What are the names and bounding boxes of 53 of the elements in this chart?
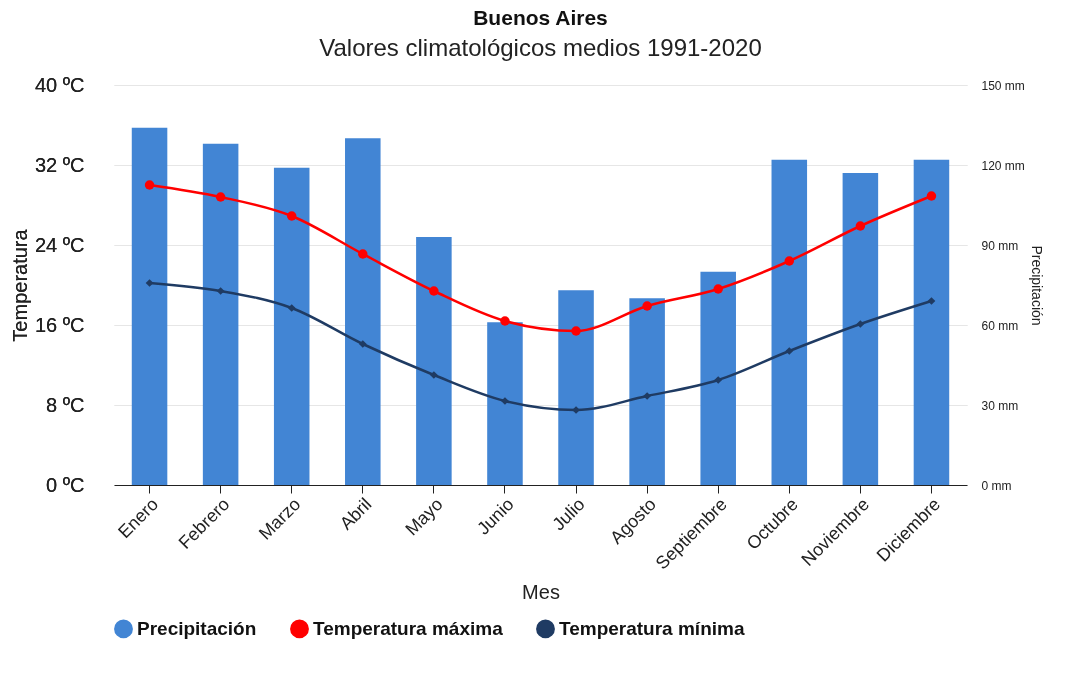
point [784,256,795,266]
y-tick-label: 8 ºC [46,393,85,416]
y2-tick-label: 60 mm [981,318,1019,333]
point [855,221,866,231]
point [714,376,723,384]
point [358,249,368,259]
point [358,340,367,348]
bar [700,271,736,485]
bar [629,298,665,485]
point [926,191,937,201]
bar [131,127,168,485]
point [713,284,723,294]
point [500,316,510,326]
point [429,286,439,296]
y2-tick-label: 120 mm [981,158,1025,173]
point [642,301,652,311]
y-tick-label: 24 ºC [34,233,85,256]
y-tick-label: 16 ºC [34,313,85,336]
point [216,287,225,295]
bar [913,159,950,485]
y-tick-label: 32 ºC [34,153,85,176]
bar [487,322,523,485]
legend-label: Temperatura mínima [559,617,745,639]
point [286,211,297,221]
legend-label: Temperatura máxima [313,617,504,639]
point [145,279,154,287]
bar [202,143,239,485]
chart-title: Buenos Aires [473,6,608,29]
point [144,180,155,190]
y2-tick-label: 150 mm [981,78,1025,93]
y-axis-title: Temperatura [8,228,31,342]
bar [273,167,310,485]
bar [416,237,452,485]
legend-label: Precipitación [137,617,257,639]
bar [842,173,879,485]
y2-axis-title: Precipitación [1028,245,1045,326]
bar [558,290,594,485]
point [856,320,865,328]
y-tick-label: 0 ºC [46,473,85,496]
y2-tick-label: 90 mm [981,238,1019,253]
point [287,304,296,312]
point [215,192,226,202]
y-tick-label: 40 ºC [34,73,85,96]
y2-tick-label: 0 mm [981,478,1012,493]
x-axis-title: Mes [522,581,560,604]
y2-tick-label: 30 mm [981,398,1019,413]
bar [345,138,381,485]
bar [771,159,808,485]
point [571,326,581,336]
point [785,347,794,355]
x-tick-label: Julio [548,494,589,535]
point [927,297,936,305]
chart-subtitle: Valores climatológicos medios 1991-2020 [319,34,762,61]
